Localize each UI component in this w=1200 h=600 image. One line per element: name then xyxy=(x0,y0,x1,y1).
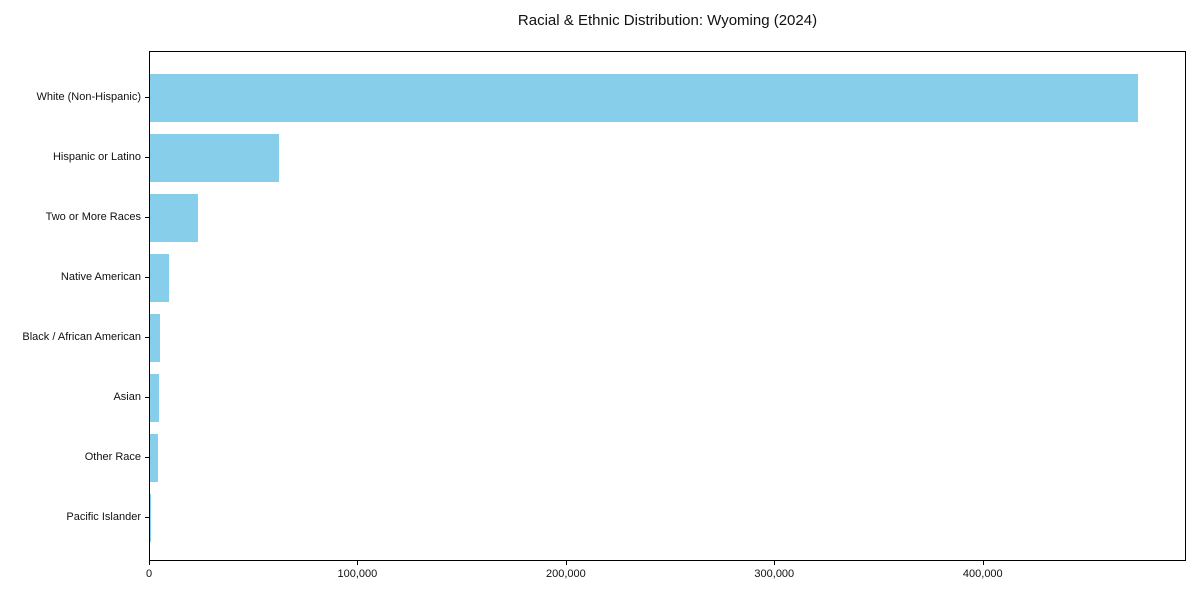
bar-pacific-islander xyxy=(150,494,151,542)
y-tick-label: Black / African American xyxy=(22,331,141,343)
y-tick-mark xyxy=(145,277,149,278)
x-tick-mark xyxy=(149,561,150,565)
x-tick-label: 300,000 xyxy=(754,568,795,580)
y-tick-mark xyxy=(145,217,149,218)
plot-area xyxy=(149,51,1186,561)
bar-black-african-american xyxy=(150,314,160,362)
y-tick-mark xyxy=(145,97,149,98)
y-tick-label: Native American xyxy=(60,271,141,283)
bar-two-or-more-races xyxy=(150,194,198,242)
y-tick-label: Pacific Islander xyxy=(66,511,141,523)
y-tick-mark xyxy=(145,517,149,518)
x-tick-label: 400,000 xyxy=(962,568,1003,580)
y-tick-mark xyxy=(145,457,149,458)
y-tick-mark xyxy=(145,397,149,398)
bar-asian xyxy=(150,374,160,422)
x-tick-mark xyxy=(357,561,359,565)
x-tick-mark xyxy=(982,561,984,565)
y-tick-label: Hispanic or Latino xyxy=(52,151,141,163)
bar-other-race xyxy=(150,434,158,482)
y-tick-label: Two or More Races xyxy=(45,211,141,223)
x-tick-mark xyxy=(774,561,776,565)
x-tick-label: 100,000 xyxy=(337,568,378,580)
y-tick-mark xyxy=(145,157,149,158)
bar-hispanic-or-latino xyxy=(150,134,280,182)
y-tick-label: White (Non-Hispanic) xyxy=(36,91,141,103)
bar-native-american xyxy=(150,254,169,302)
y-tick-label: Other Race xyxy=(84,451,141,463)
x-tick-mark xyxy=(565,561,567,565)
x-tick-label: 200,000 xyxy=(546,568,586,580)
bar-white-non-hispanic xyxy=(150,74,1138,122)
x-tick-label: 0 xyxy=(145,568,153,580)
chart-title: Racial & Ethnic Distribution: Wyoming (2… xyxy=(517,12,818,29)
y-tick-label: Asian xyxy=(113,391,141,403)
y-tick-mark xyxy=(145,337,149,338)
